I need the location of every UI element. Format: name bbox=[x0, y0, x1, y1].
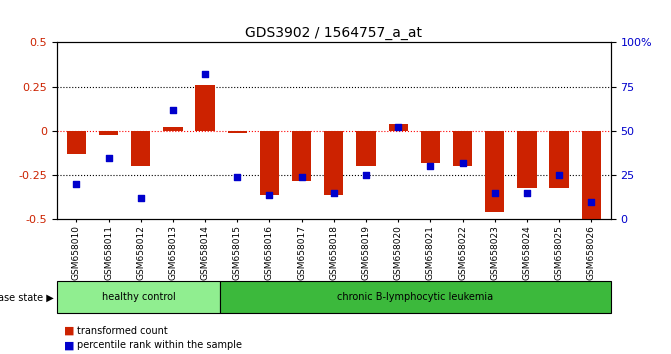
Point bbox=[393, 125, 403, 130]
Bar bbox=[292, 131, 311, 181]
Point bbox=[232, 174, 243, 180]
Bar bbox=[260, 131, 279, 195]
Text: chronic B-lymphocytic leukemia: chronic B-lymphocytic leukemia bbox=[337, 292, 493, 302]
Bar bbox=[453, 131, 472, 166]
Point bbox=[200, 72, 211, 77]
Text: disease state ▶: disease state ▶ bbox=[0, 292, 54, 302]
Bar bbox=[131, 131, 150, 166]
Bar bbox=[389, 124, 408, 131]
Bar bbox=[163, 127, 183, 131]
Text: percentile rank within the sample: percentile rank within the sample bbox=[77, 340, 242, 350]
Text: ■: ■ bbox=[64, 340, 74, 350]
Bar bbox=[550, 131, 569, 188]
Bar bbox=[485, 131, 505, 212]
Bar bbox=[356, 131, 376, 166]
Text: healthy control: healthy control bbox=[101, 292, 175, 302]
Text: ■: ■ bbox=[64, 326, 74, 336]
Bar bbox=[57, 281, 220, 313]
Point bbox=[168, 107, 178, 113]
Point bbox=[71, 181, 82, 187]
Point bbox=[360, 172, 371, 178]
Point bbox=[329, 190, 339, 196]
Bar bbox=[66, 131, 86, 154]
Point bbox=[136, 195, 146, 201]
Bar bbox=[99, 131, 118, 135]
Point bbox=[457, 160, 468, 166]
Point bbox=[297, 174, 307, 180]
Point bbox=[586, 199, 597, 205]
Bar bbox=[195, 85, 215, 131]
Point bbox=[264, 192, 275, 198]
Bar bbox=[582, 131, 601, 219]
Bar bbox=[324, 131, 344, 195]
Bar bbox=[227, 131, 247, 133]
Point bbox=[425, 164, 435, 169]
Point bbox=[521, 190, 532, 196]
Point bbox=[103, 155, 114, 160]
Bar bbox=[421, 131, 440, 163]
Title: GDS3902 / 1564757_a_at: GDS3902 / 1564757_a_at bbox=[246, 26, 422, 40]
Text: transformed count: transformed count bbox=[77, 326, 168, 336]
Point bbox=[489, 190, 500, 196]
Point bbox=[554, 172, 564, 178]
Bar bbox=[220, 281, 611, 313]
Bar bbox=[517, 131, 537, 188]
